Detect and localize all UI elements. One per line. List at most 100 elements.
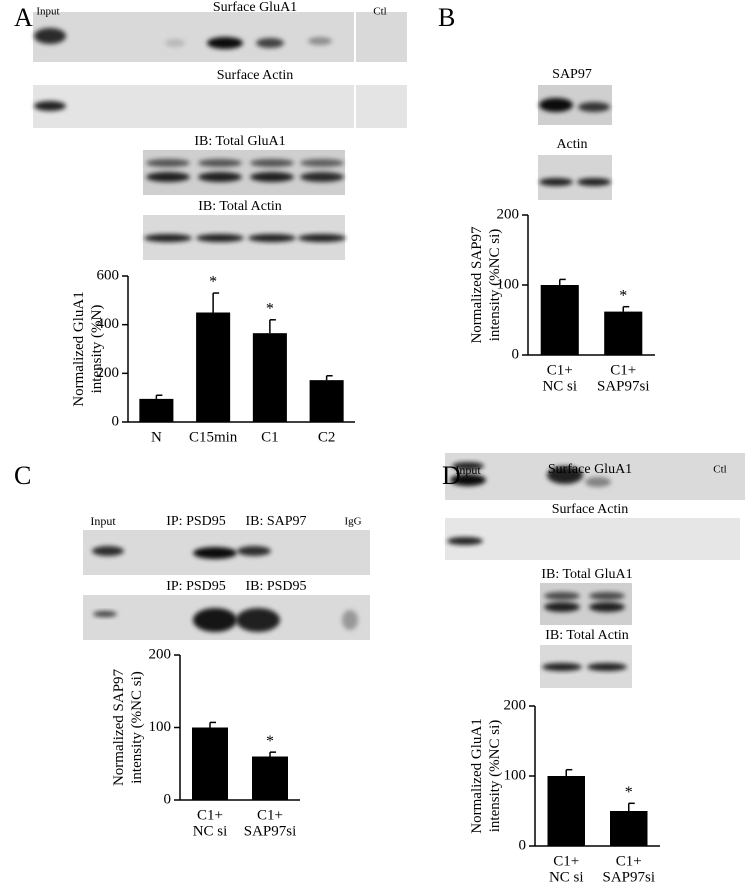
y-axis-label-line: Normalized GluA1: [469, 718, 485, 833]
panel-letter: D: [442, 461, 461, 490]
blot-band: [544, 602, 580, 612]
panel-letter: B: [438, 3, 455, 32]
blot-band: [300, 159, 344, 167]
y-axis-label: Normalized GluA1 intensity (%NC si): [469, 718, 503, 833]
bar: [547, 776, 585, 846]
x-tick-label: C1+: [553, 853, 579, 869]
significance-mark: *: [209, 274, 217, 291]
x-tick-label: C2: [318, 429, 336, 445]
blot-band: [198, 159, 242, 167]
y-axis-label-line: intensity (%NC si): [487, 229, 503, 342]
x-tick-label: NC si: [193, 823, 228, 839]
bar: [196, 312, 231, 422]
significance-mark: *: [619, 287, 627, 304]
blot-band: [144, 234, 192, 242]
blot-strip: [445, 453, 745, 500]
y-axis-label-line: intensity (%NC si): [487, 720, 503, 833]
blot-band: [146, 159, 190, 167]
x-tick-label: C1+: [197, 807, 223, 823]
y-tick-label: 100: [504, 767, 527, 783]
blot-band: [165, 39, 185, 47]
blot-band: [578, 102, 610, 112]
blot-band: [92, 546, 124, 556]
bar: [604, 311, 643, 355]
bar-chart: 0 100 200 Normalized SAP97 intensity (%NC si…: [469, 206, 655, 394]
y-axis-label-line: Normalized SAP97: [111, 668, 127, 786]
x-tick-label: C1+: [610, 362, 636, 378]
blot-band: [298, 234, 346, 242]
blot-band: [93, 611, 117, 617]
y-tick-label: 0: [512, 346, 520, 362]
y-axis-label-line: intensity (%N): [89, 305, 105, 394]
y-axis-label-line: intensity (%NC si): [129, 671, 145, 784]
blot-band: [34, 28, 66, 44]
blot-band: [198, 172, 242, 182]
panel-letter: C: [14, 461, 31, 490]
y-tick-label: 600: [97, 267, 120, 283]
blot-band: [34, 101, 66, 111]
x-tick-label: NC si: [549, 869, 584, 882]
y-tick-label: 100: [497, 276, 520, 292]
blot-label: Input: [90, 514, 116, 528]
blot-label: IB: Total GluA1: [194, 134, 285, 149]
blot-band: [250, 172, 294, 182]
blot-band: [589, 602, 625, 612]
blot-label: IgG: [344, 516, 361, 528]
significance-mark: *: [266, 733, 274, 750]
significance-mark: *: [625, 784, 633, 801]
y-tick-label: 0: [519, 837, 527, 853]
y-axis-label: Normalized GluA1 intensity (%N): [71, 291, 105, 406]
blot-band: [300, 172, 344, 182]
blot-band: [236, 608, 280, 632]
bar: [610, 811, 648, 846]
x-tick-label: C1: [261, 429, 279, 445]
y-tick-label: 400: [97, 316, 120, 332]
blot-label: Ctl: [713, 464, 726, 476]
blot-label: Input: [36, 6, 59, 18]
blot-label: IB: PSD95: [245, 579, 306, 594]
blot-band: [248, 234, 296, 242]
y-axis-label-line: Normalized SAP97: [469, 226, 485, 344]
y-tick-label: 200: [497, 206, 520, 222]
blot-strip: [445, 518, 740, 560]
significance-mark: *: [266, 300, 274, 317]
blot-label: Input: [455, 463, 481, 477]
blot-label: SAP97: [552, 67, 592, 82]
blot-band: [193, 608, 237, 632]
blot-label: IB: Total Actin: [198, 199, 282, 214]
x-tick-label: C1+: [616, 853, 642, 869]
bar: [540, 285, 579, 355]
blot-band: [256, 38, 284, 48]
blot-band: [544, 592, 580, 600]
blot-label: IB: SAP97: [245, 514, 306, 529]
y-tick-label: 100: [149, 719, 172, 735]
blot-band: [585, 477, 611, 487]
blot-label: IB: Total Actin: [545, 628, 629, 643]
x-tick-label: C1+: [547, 362, 573, 378]
blot-band: [587, 663, 627, 671]
blot-label: Actin: [556, 137, 587, 152]
bar: [309, 380, 344, 422]
blot-band: [452, 462, 484, 470]
blot-label: Ctl: [373, 6, 386, 18]
y-axis-label-line: Normalized GluA1: [71, 291, 87, 406]
blot-band: [196, 234, 244, 242]
x-tick-label: SAP97si: [597, 378, 650, 394]
x-tick-label: C15min: [189, 429, 238, 445]
blot-label: Surface GluA1: [213, 0, 297, 15]
blot-strip: [538, 155, 612, 200]
x-tick-label: SAP97si: [244, 823, 297, 839]
bar: [252, 756, 288, 800]
blot-band: [539, 178, 573, 186]
bar: [252, 333, 287, 422]
blot-label: Surface Actin: [552, 502, 629, 517]
blot-band: [447, 537, 483, 545]
blot-label: Surface Actin: [217, 68, 294, 83]
bar: [139, 398, 174, 422]
y-tick-label: 0: [164, 791, 172, 807]
bar: [192, 727, 228, 800]
y-tick-label: 200: [504, 697, 527, 713]
